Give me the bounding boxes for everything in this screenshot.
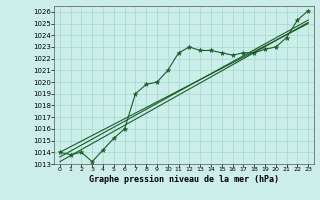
X-axis label: Graphe pression niveau de la mer (hPa): Graphe pression niveau de la mer (hPa) — [89, 175, 279, 184]
